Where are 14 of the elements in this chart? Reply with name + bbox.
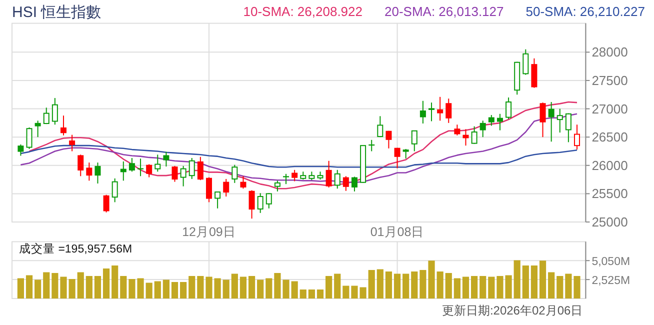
y-tick-label: 2,525M [592, 275, 630, 288]
x-tick-label: 12月09日 [182, 225, 236, 239]
chart-title: HSI 恒生指數 [12, 4, 102, 21]
y-tick-label: 5,050M [592, 256, 630, 268]
text: 更新日期:2026年02月06日 [442, 304, 583, 318]
y-tick-label: 26000 [592, 158, 628, 173]
y-tick-label: 28000 [592, 44, 628, 60]
y-tick-label: 25500 [592, 186, 628, 202]
y-tick-label: 27000 [592, 101, 628, 116]
y-tick-label: 26500 [592, 130, 628, 145]
y-tick-label: 25000 [592, 214, 628, 230]
chart-title: 成交量 =195,957.56M [19, 242, 132, 256]
x-tick-label: 01月08日 [370, 225, 424, 239]
y-tick-label: 27500 [592, 72, 628, 88]
